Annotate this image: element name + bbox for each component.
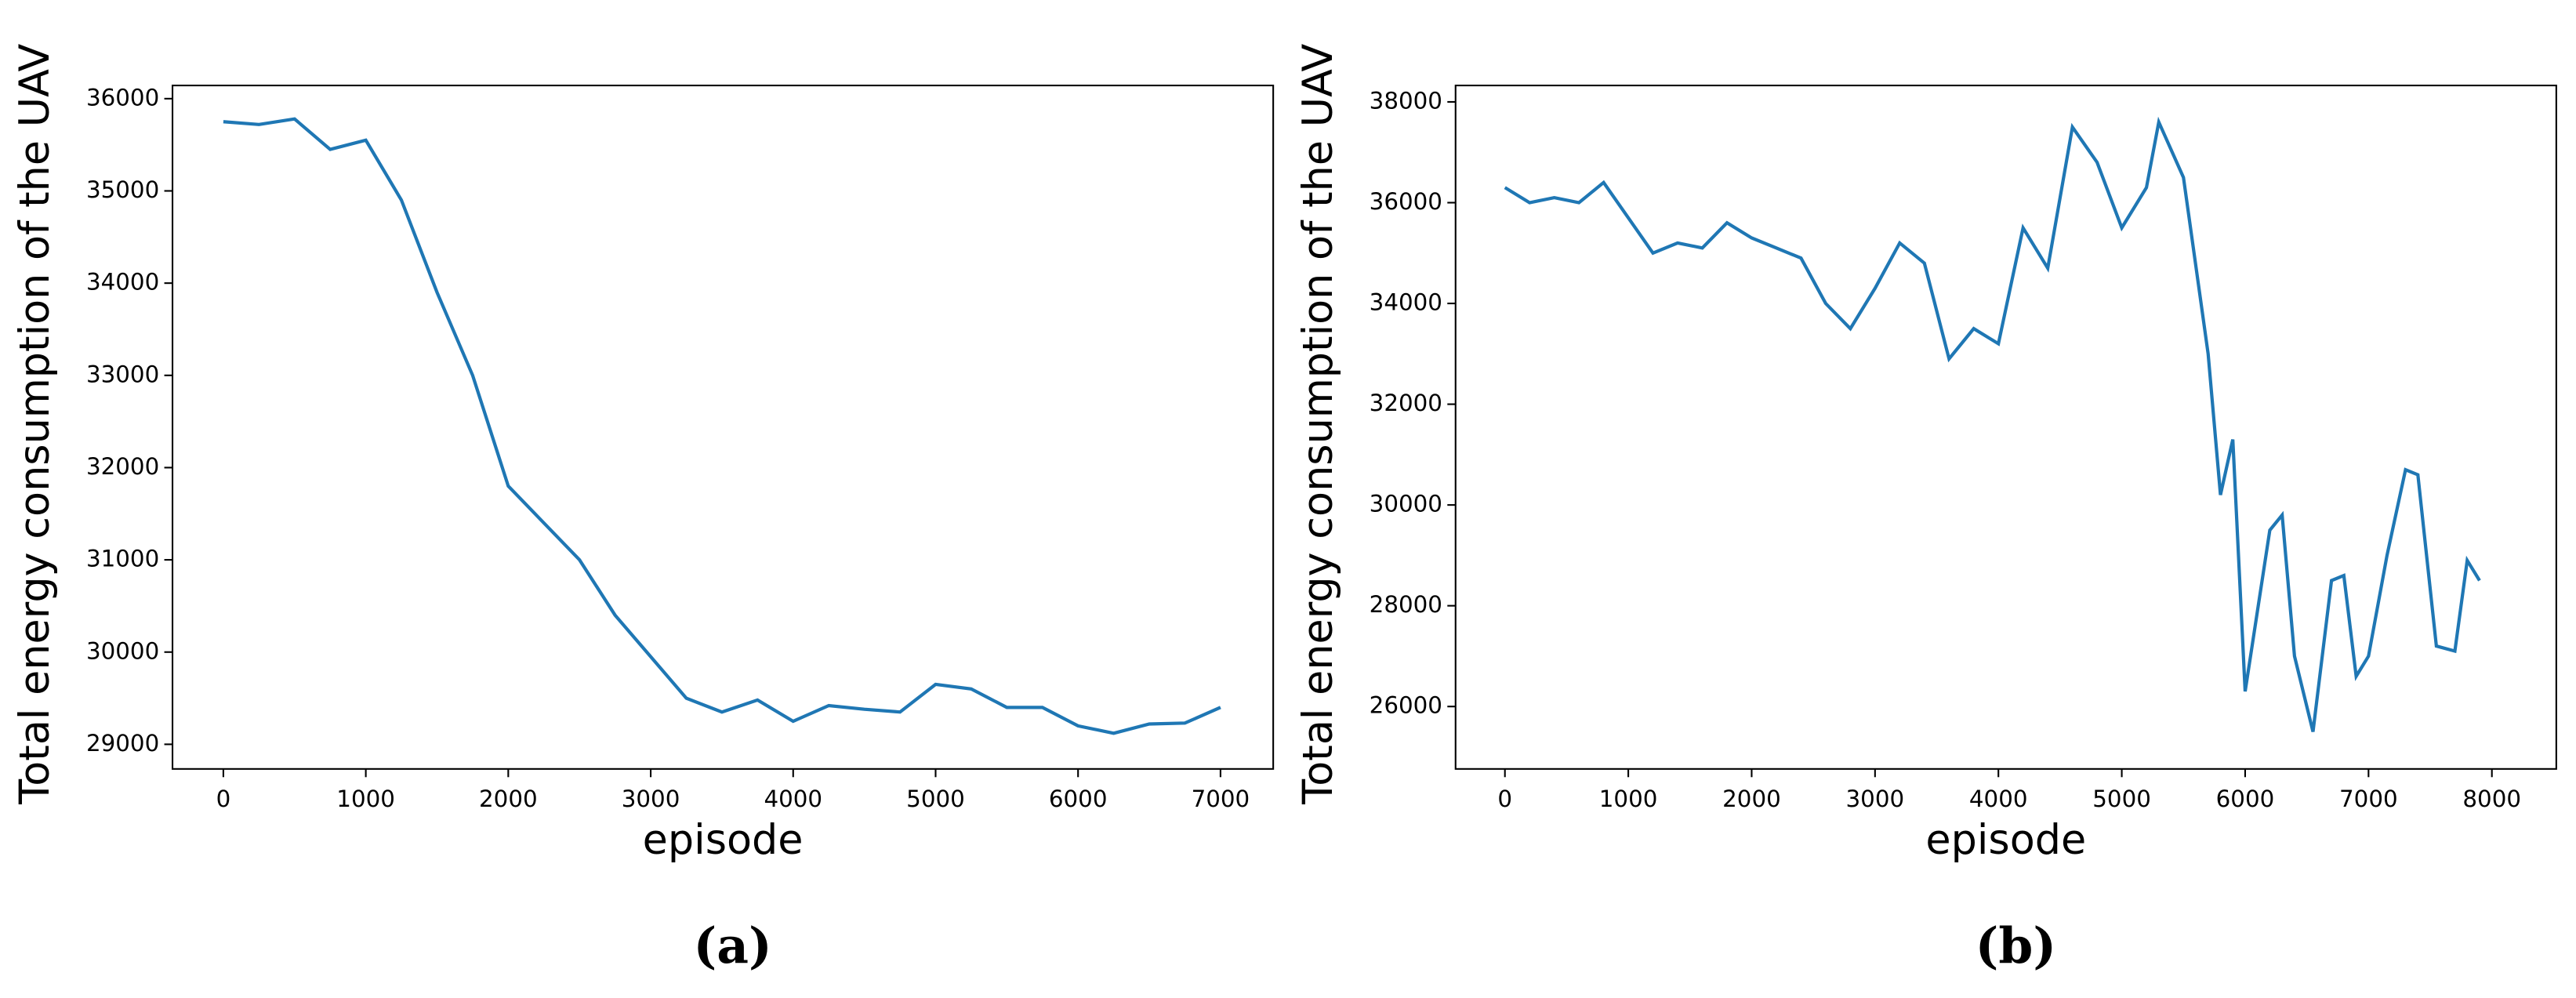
x-axis-label: episode bbox=[643, 816, 804, 864]
x-tick-label: 0 bbox=[1497, 786, 1512, 812]
y-tick-label: 36000 bbox=[1370, 188, 1442, 215]
y-tick-label: 32000 bbox=[1370, 390, 1442, 416]
data-line bbox=[1504, 116, 2481, 732]
y-axis-label: Total energy consumption of the UAV bbox=[1294, 43, 1342, 804]
y-tick-label: 29000 bbox=[86, 730, 159, 757]
x-tick-label: 2000 bbox=[1722, 786, 1781, 812]
y-axis-label: Total energy consumption of the UAV bbox=[11, 43, 59, 804]
y-tick-label: 30000 bbox=[86, 637, 159, 664]
caption: (a) bbox=[694, 916, 772, 974]
x-tick-label: 2000 bbox=[479, 786, 538, 812]
x-tick-label: 3000 bbox=[622, 786, 680, 812]
y-tick-label: 31000 bbox=[86, 546, 159, 572]
y-tick-label: 38000 bbox=[1370, 87, 1442, 114]
caption: (b) bbox=[1976, 916, 2056, 974]
x-tick-label: 7000 bbox=[1192, 786, 1250, 812]
x-tick-label: 1000 bbox=[1599, 786, 1658, 812]
x-tick-label: 1000 bbox=[336, 786, 395, 812]
data-line bbox=[223, 117, 1221, 735]
y-tick-label: 32000 bbox=[86, 453, 159, 480]
x-tick-label: 4000 bbox=[764, 786, 822, 812]
x-tick-label: 8000 bbox=[2462, 786, 2521, 812]
x-tick-label: 6000 bbox=[2216, 786, 2275, 812]
y-tick-label: 34000 bbox=[86, 269, 159, 296]
x-tick-label: 5000 bbox=[2092, 786, 2151, 812]
x-tick-label: 3000 bbox=[1846, 786, 1905, 812]
y-tick-label: 26000 bbox=[1370, 692, 1442, 719]
plot-frame bbox=[171, 84, 1275, 770]
y-tick-label: 34000 bbox=[1370, 289, 1442, 316]
y-tick-label: 33000 bbox=[86, 361, 159, 387]
y-tick-label: 30000 bbox=[1370, 491, 1442, 517]
x-tick-label: 5000 bbox=[906, 786, 965, 812]
y-tick-label: 28000 bbox=[1370, 591, 1442, 618]
y-tick-label: 35000 bbox=[86, 176, 159, 203]
plot-frame bbox=[1454, 84, 2557, 770]
x-tick-label: 7000 bbox=[2339, 786, 2398, 812]
x-tick-label: 0 bbox=[216, 786, 231, 812]
x-tick-label: 6000 bbox=[1049, 786, 1108, 812]
x-axis-label: episode bbox=[1925, 816, 2086, 864]
x-tick-label: 4000 bbox=[1969, 786, 2028, 812]
y-tick-label: 36000 bbox=[86, 84, 159, 111]
